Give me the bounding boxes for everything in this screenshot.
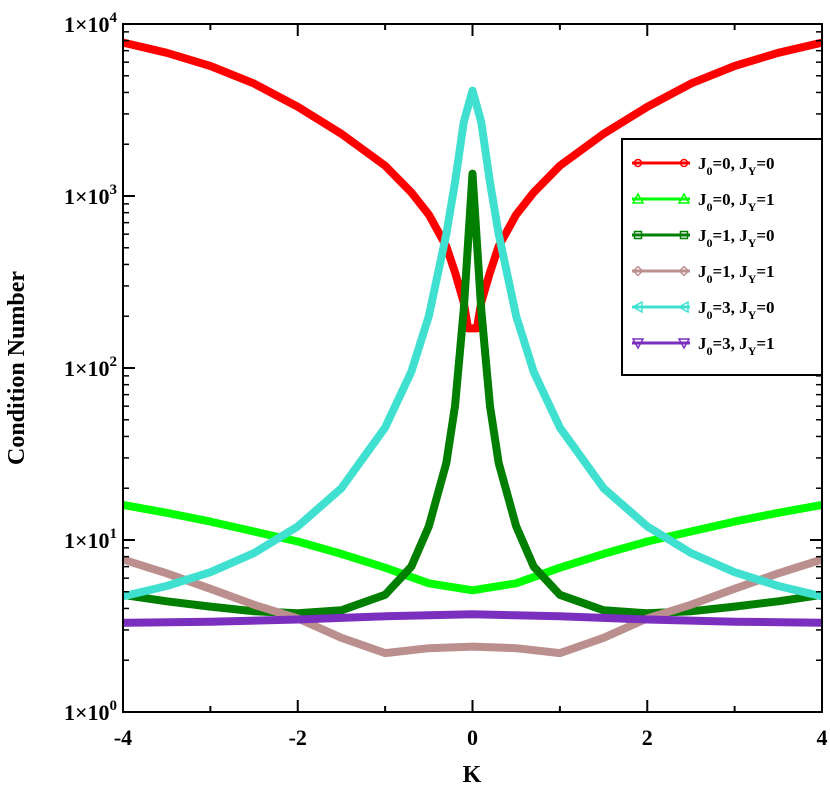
series-line-4 <box>123 555 822 658</box>
y-tick-label: 1×103 <box>64 182 117 209</box>
legend-marker-1 <box>633 158 643 168</box>
legend-marker-1 <box>679 158 689 168</box>
legend-label-2: J0=0, JY=1 <box>698 190 775 214</box>
legend-marker-5 <box>677 300 689 314</box>
legend-label-6: J0=3, JY=1 <box>698 334 775 358</box>
x-tick-label: 0 <box>467 725 478 750</box>
legend-marker-6 <box>631 338 645 350</box>
legend-marker-4 <box>678 265 690 277</box>
x-tick-label: 2 <box>642 725 653 750</box>
legend-marker-5 <box>631 300 643 314</box>
series-line-1 <box>123 38 822 333</box>
x-tick-label: -4 <box>114 725 132 750</box>
x-tick-label: -2 <box>289 725 307 750</box>
series-line-2 <box>123 500 822 595</box>
x-tick-label: 4 <box>817 725 828 750</box>
legend: J0=0, JY=0 J0=0, JY=1 J0=1, JY=0 J0=1, JY=1… <box>621 138 823 376</box>
legend-box <box>621 138 823 376</box>
legend-marker-3 <box>633 230 643 240</box>
y-tick-label: 1×101 <box>64 526 117 553</box>
series-line-5 <box>123 86 822 601</box>
legend-label-5: J0=3, JY=0 <box>698 298 775 322</box>
legend-marker-3 <box>679 230 689 240</box>
ticks-layer: -4 -2 0 2 4 1×100 1×101 1×102 1×103 1×104 <box>64 10 828 750</box>
legend-marker-6 <box>677 338 691 350</box>
legend-label-3: J0=1, JY=0 <box>698 226 775 250</box>
legend-label-1: J0=0, JY=0 <box>698 154 775 178</box>
legend-marker-4 <box>632 265 644 277</box>
legend-label-4: J0=1, JY=1 <box>698 262 775 286</box>
legend-marker-2 <box>631 192 645 204</box>
x-axis-label: K <box>463 762 482 787</box>
series-line-6 <box>123 610 822 627</box>
series-layer <box>123 38 822 658</box>
y-tick-label: 1×102 <box>64 354 117 381</box>
y-axis-label: Condition Number <box>4 271 30 465</box>
legend-marker-2 <box>677 192 691 204</box>
y-tick-label: 1×104 <box>64 10 118 37</box>
y-tick-label: 1×100 <box>64 698 117 725</box>
series-line-3 <box>123 169 822 618</box>
